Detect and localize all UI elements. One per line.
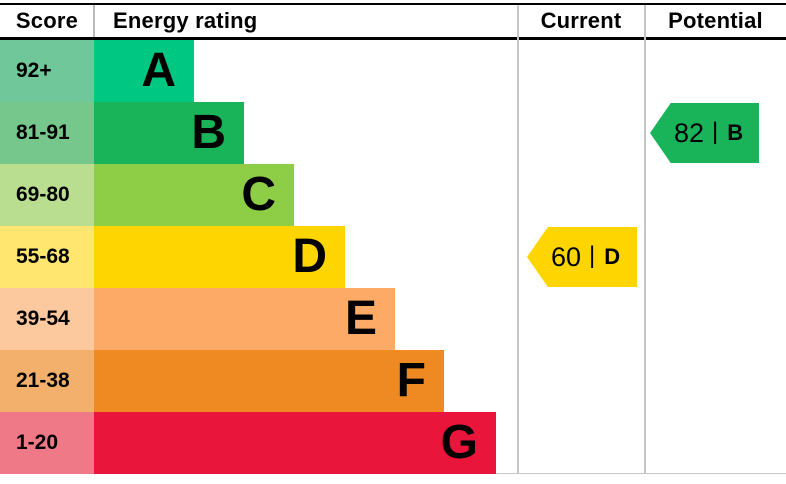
header-potential: Potential	[668, 8, 763, 33]
potential-rating-separator: |	[712, 118, 719, 145]
current-rating-value: 60	[551, 241, 582, 272]
header-score: Score	[15, 8, 79, 33]
band-row-e: 39-54 E	[0, 288, 517, 350]
band-row-b: 81-91 B	[0, 102, 517, 164]
potential-rating-arrow: 82 | B	[650, 103, 759, 163]
band-f: F	[94, 350, 444, 412]
band-row-d: 55-68 D	[0, 226, 517, 288]
band-d: D	[94, 226, 345, 288]
header-bottom-border	[0, 37, 786, 40]
score-range-c: 69-80	[0, 164, 94, 226]
grade-letter-g: G	[440, 416, 478, 469]
band-row-f: 21-38 F	[0, 350, 517, 412]
band-row-g: 1-20 G	[0, 412, 517, 474]
score-range-b: 81-91	[0, 102, 94, 164]
header-current: Current	[540, 8, 622, 33]
band-a: A	[94, 40, 194, 102]
rating-scale: 92+ A 81-91 B 69-80 C 55-68 D 39-54	[0, 40, 517, 474]
table-top-border	[0, 3, 786, 5]
header-energy-rating: Energy rating	[113, 8, 258, 33]
grade-letter-b: B	[191, 106, 226, 159]
current-rating-grade: D	[604, 244, 621, 269]
grade-letter-c: C	[241, 168, 276, 221]
band-c: C	[94, 164, 294, 226]
potential-rating-grade: B	[727, 120, 744, 145]
grade-letter-a: A	[141, 44, 176, 97]
current-rating-separator: |	[589, 242, 596, 269]
current-rating-arrow: 60 | D	[527, 227, 637, 287]
potential-rating-value: 82	[674, 117, 705, 148]
score-range-a: 92+	[0, 40, 94, 102]
grade-letter-f: F	[396, 354, 426, 407]
band-b: B	[94, 102, 244, 164]
band-row-c: 69-80 C	[0, 164, 517, 226]
band-row-a: 92+ A	[0, 40, 517, 102]
score-range-f: 21-38	[0, 350, 94, 412]
score-range-d: 55-68	[0, 226, 94, 288]
score-column-divider	[93, 5, 95, 37]
band-e: E	[94, 288, 395, 350]
band-g: G	[94, 412, 496, 474]
score-range-e: 39-54	[0, 288, 94, 350]
grade-letter-e: E	[344, 292, 377, 345]
current-column-divider	[517, 5, 519, 473]
table-header: Score Energy rating Current Potential	[0, 5, 786, 37]
potential-column-divider	[644, 5, 646, 473]
grade-letter-d: D	[292, 230, 327, 283]
score-range-g: 1-20	[0, 412, 94, 474]
